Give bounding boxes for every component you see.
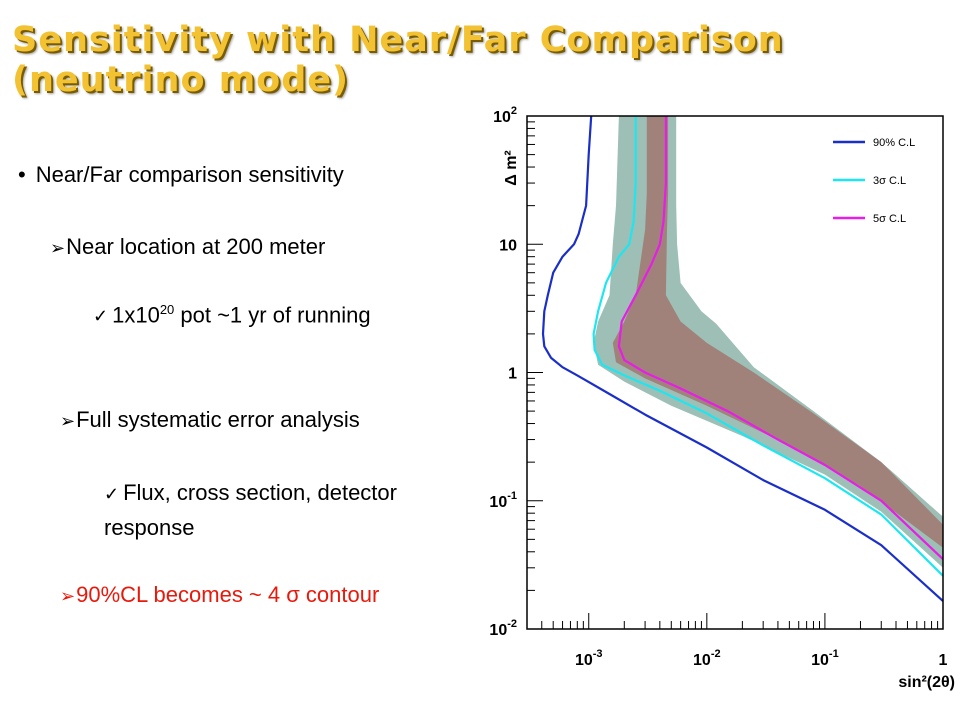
slide-title-line2: (neutrino mode) <box>12 60 350 100</box>
x-tick-label: 10-1 <box>811 648 839 669</box>
series-line-0 <box>541 115 944 602</box>
arrow-bullet-icon: ➢ <box>50 238 66 258</box>
bullet-pot-post: pot ~1 yr of running <box>174 302 371 328</box>
y-tick-label: 10-2 <box>489 618 517 639</box>
bullet-near-far-text: Near/Far comparison sensitivity <box>35 162 344 187</box>
bullet-pot-exponent: 20 <box>159 302 175 317</box>
bullet-flux-line1: Flux, cross section, detector <box>123 480 397 505</box>
y-tick-label: 1 <box>508 366 517 383</box>
x-tick-label: 1 <box>939 652 948 669</box>
bullet-dot-icon: • <box>18 162 26 187</box>
legend-label-1: 3σ C.L <box>873 175 906 187</box>
bullet-pot: ✓ 1x1020 pot ~1 yr of running <box>93 302 371 328</box>
sensitivity-chart: 10-3 10-2 10-1 1 10-2 10-1 1 10 102 Δ m² sin²(2θ) 9… <box>489 105 955 691</box>
bullet-systematics-text: Full systematic error analysis <box>76 407 360 432</box>
legend-label-2: 5σ C.L <box>873 213 906 225</box>
series-line-1 <box>592 116 944 577</box>
band-inner <box>612 116 943 548</box>
y-axis-label: Δ m² <box>503 150 520 186</box>
bullet-90cl: ➢90%CL becomes ~ 4 σ contour <box>60 582 379 608</box>
bullet-near-far: • Near/Far comparison sensitivity <box>8 162 344 188</box>
bullet-near-location: ➢Near location at 200 meter <box>50 234 325 260</box>
bullet-90cl-text: 90%CL becomes ~ 4 σ contour <box>76 582 380 607</box>
slide-title: Sensitivity with Near/Far Comparison (ne… <box>12 20 784 100</box>
bullet-flux-line2: response <box>104 515 195 540</box>
x-tick-label: 10-2 <box>693 648 721 669</box>
x-tick-label: 10-3 <box>575 648 603 669</box>
slide-title-line1: Sensitivity with Near/Far Comparison <box>12 20 784 60</box>
bullet-pot-pre: 1x10 <box>112 302 160 328</box>
arrow-bullet-icon: ➢ <box>60 411 76 431</box>
y-tick-label: 10 <box>499 237 517 254</box>
bullet-systematics: ➢Full systematic error analysis <box>60 407 360 433</box>
arrow-bullet-icon: ➢ <box>60 586 76 606</box>
bullet-near-location-text: Near location at 200 meter <box>66 234 326 259</box>
x-axis-label: sin²(2θ) <box>898 674 955 691</box>
y-tick-label: 102 <box>493 105 517 126</box>
checkmark-icon: ✓ <box>104 484 120 504</box>
series-line-2 <box>617 116 944 560</box>
bullet-flux: ✓ Flux, cross section, detector response <box>104 476 397 545</box>
checkmark-icon: ✓ <box>93 306 109 327</box>
legend-label-0: 90% C.L <box>873 137 915 149</box>
y-tick-label: 10-1 <box>489 490 517 511</box>
